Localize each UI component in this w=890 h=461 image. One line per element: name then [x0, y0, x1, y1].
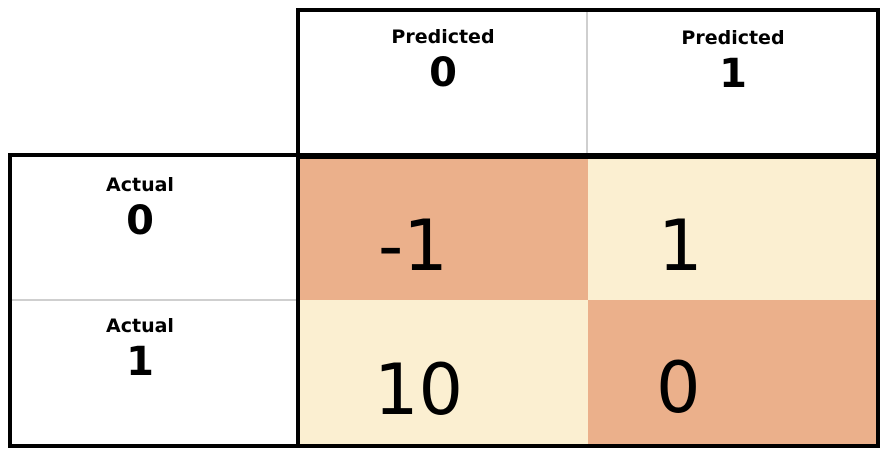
cell-value: -1 [378, 205, 448, 287]
cell-value: 0 [656, 347, 701, 429]
column-header-frame [296, 8, 880, 159]
row-header-label: Actual [106, 174, 174, 196]
cell-value: 1 [658, 205, 703, 287]
row-header-actual-0: Actual 0 [9, 174, 271, 244]
matrix-cell-tn: -1 [298, 155, 588, 300]
row-header-actual-1: Actual 1 [9, 315, 271, 385]
column-header-divider [586, 12, 588, 155]
cell-value: 10 [374, 349, 464, 431]
row-header-value: 0 [126, 198, 154, 244]
column-header-label: Predicted [681, 27, 785, 49]
column-header-value: 1 [719, 51, 747, 97]
column-header-label: Predicted [391, 26, 495, 48]
row-header-border [296, 153, 300, 448]
row-header-divider [12, 299, 298, 301]
row-header-value: 1 [126, 339, 154, 385]
column-header-predicted-0: Predicted 0 [298, 26, 588, 96]
row-block-frame [8, 153, 880, 448]
column-header-value: 0 [429, 50, 457, 96]
row-header-label: Actual [106, 315, 174, 337]
matrix-cell-tp: 0 [588, 300, 878, 445]
matrix-cell-fn: 10 [298, 300, 588, 445]
column-header-predicted-1: Predicted 1 [588, 27, 878, 97]
matrix-cell-fp: 1 [588, 155, 878, 300]
